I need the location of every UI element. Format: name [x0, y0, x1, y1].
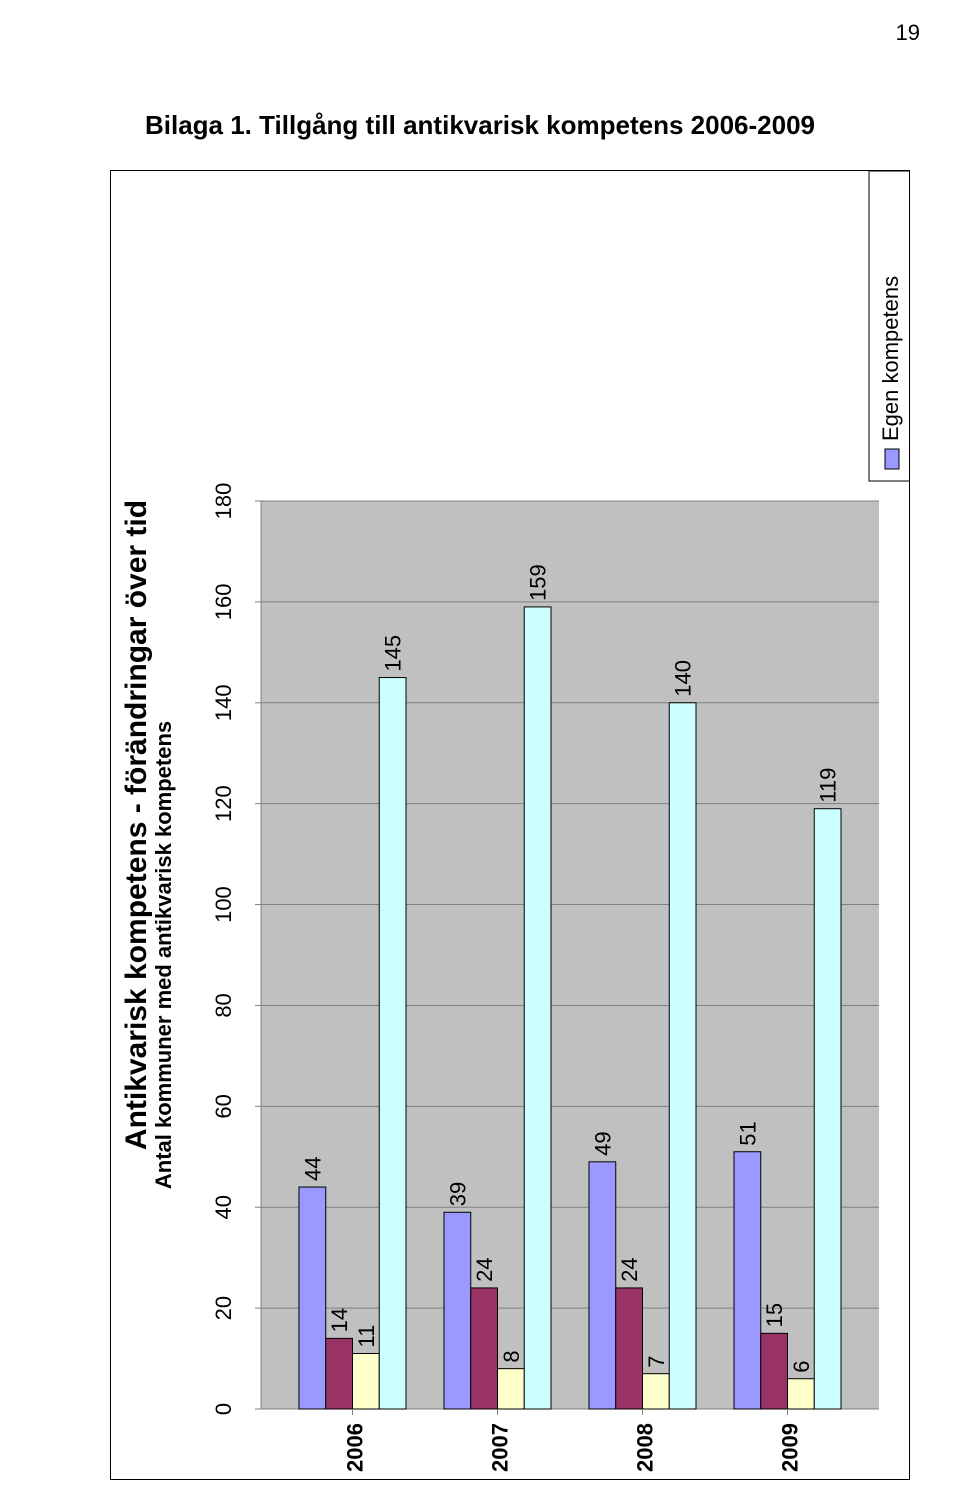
y-tick-label: 120: [211, 785, 236, 822]
bar-value-label: 49: [590, 1131, 615, 1155]
bar: [326, 1338, 353, 1409]
y-tick-label: 80: [211, 993, 236, 1017]
page-container: 19 Bilaga 1. Tillgång till antikvarisk k…: [0, 0, 960, 1499]
bar-value-label: 11: [354, 1325, 379, 1348]
y-tick-label: 100: [211, 886, 236, 923]
bar-value-label: 8: [499, 1350, 524, 1362]
y-tick-label: 20: [211, 1296, 236, 1320]
bar: [761, 1333, 788, 1409]
bar: [498, 1369, 525, 1409]
chart-frame: 0 20 40 60 80 100 120 140 160 180 44 1411 145 2006 39 2…: [110, 170, 910, 1480]
bar: [589, 1162, 616, 1409]
bar: [353, 1354, 380, 1409]
y-tick-label: 160: [211, 584, 236, 621]
legend: Egen kompetensKompetens genom avtalEgen …: [869, 171, 909, 481]
bar: [643, 1374, 670, 1409]
bar: [524, 607, 551, 1409]
bar-value-label: 24: [617, 1257, 642, 1281]
bar: [299, 1187, 326, 1409]
y-tick-label: 180: [211, 483, 236, 520]
bar: [669, 703, 696, 1409]
bar: [471, 1288, 498, 1409]
x-category-label: 2009: [778, 1423, 803, 1472]
y-tick-label: 140: [211, 684, 236, 721]
x-category-label: 2006: [343, 1423, 368, 1472]
legend-label: Egen kompetens: [878, 276, 903, 441]
bar-value-label: 15: [762, 1303, 787, 1327]
bar-value-label: 44: [300, 1157, 325, 1181]
bar: [814, 809, 841, 1409]
y-tick-label: 40: [211, 1195, 236, 1219]
bar-value-label: 140: [671, 660, 696, 697]
y-tick-label: 60: [211, 1094, 236, 1118]
y-tick-label: 0: [211, 1403, 236, 1415]
bar: [379, 678, 406, 1409]
bar-value-label: 7: [644, 1355, 669, 1367]
bar-value-label: 6: [789, 1360, 814, 1372]
bar-value-label: 14: [327, 1308, 352, 1332]
x-category-label: 2007: [488, 1423, 513, 1472]
y-axis-title: Antal kommuner med antikvarisk kompetens: [151, 721, 176, 1189]
bar-value-label: 145: [381, 635, 406, 672]
bar-value-label: 119: [816, 768, 841, 803]
bar-value-label: 159: [526, 564, 551, 601]
bar-value-label: 51: [735, 1121, 760, 1145]
bar-value-label: 39: [445, 1182, 470, 1206]
figure-caption: Bilaga 1. Tillgång till antikvarisk komp…: [0, 110, 960, 141]
bar: [616, 1288, 643, 1409]
bar: [444, 1212, 471, 1409]
page-number: 19: [896, 20, 920, 46]
chart-title: Antikvarisk kompetens - förändringar öve…: [120, 500, 153, 1150]
bar-chart: 0 20 40 60 80 100 120 140 160 180 44 1411 145 2006 39 2…: [111, 171, 909, 1479]
x-category-label: 2008: [633, 1423, 658, 1472]
bar: [788, 1379, 815, 1409]
bar-value-label: 24: [472, 1257, 497, 1281]
bar: [734, 1152, 761, 1409]
